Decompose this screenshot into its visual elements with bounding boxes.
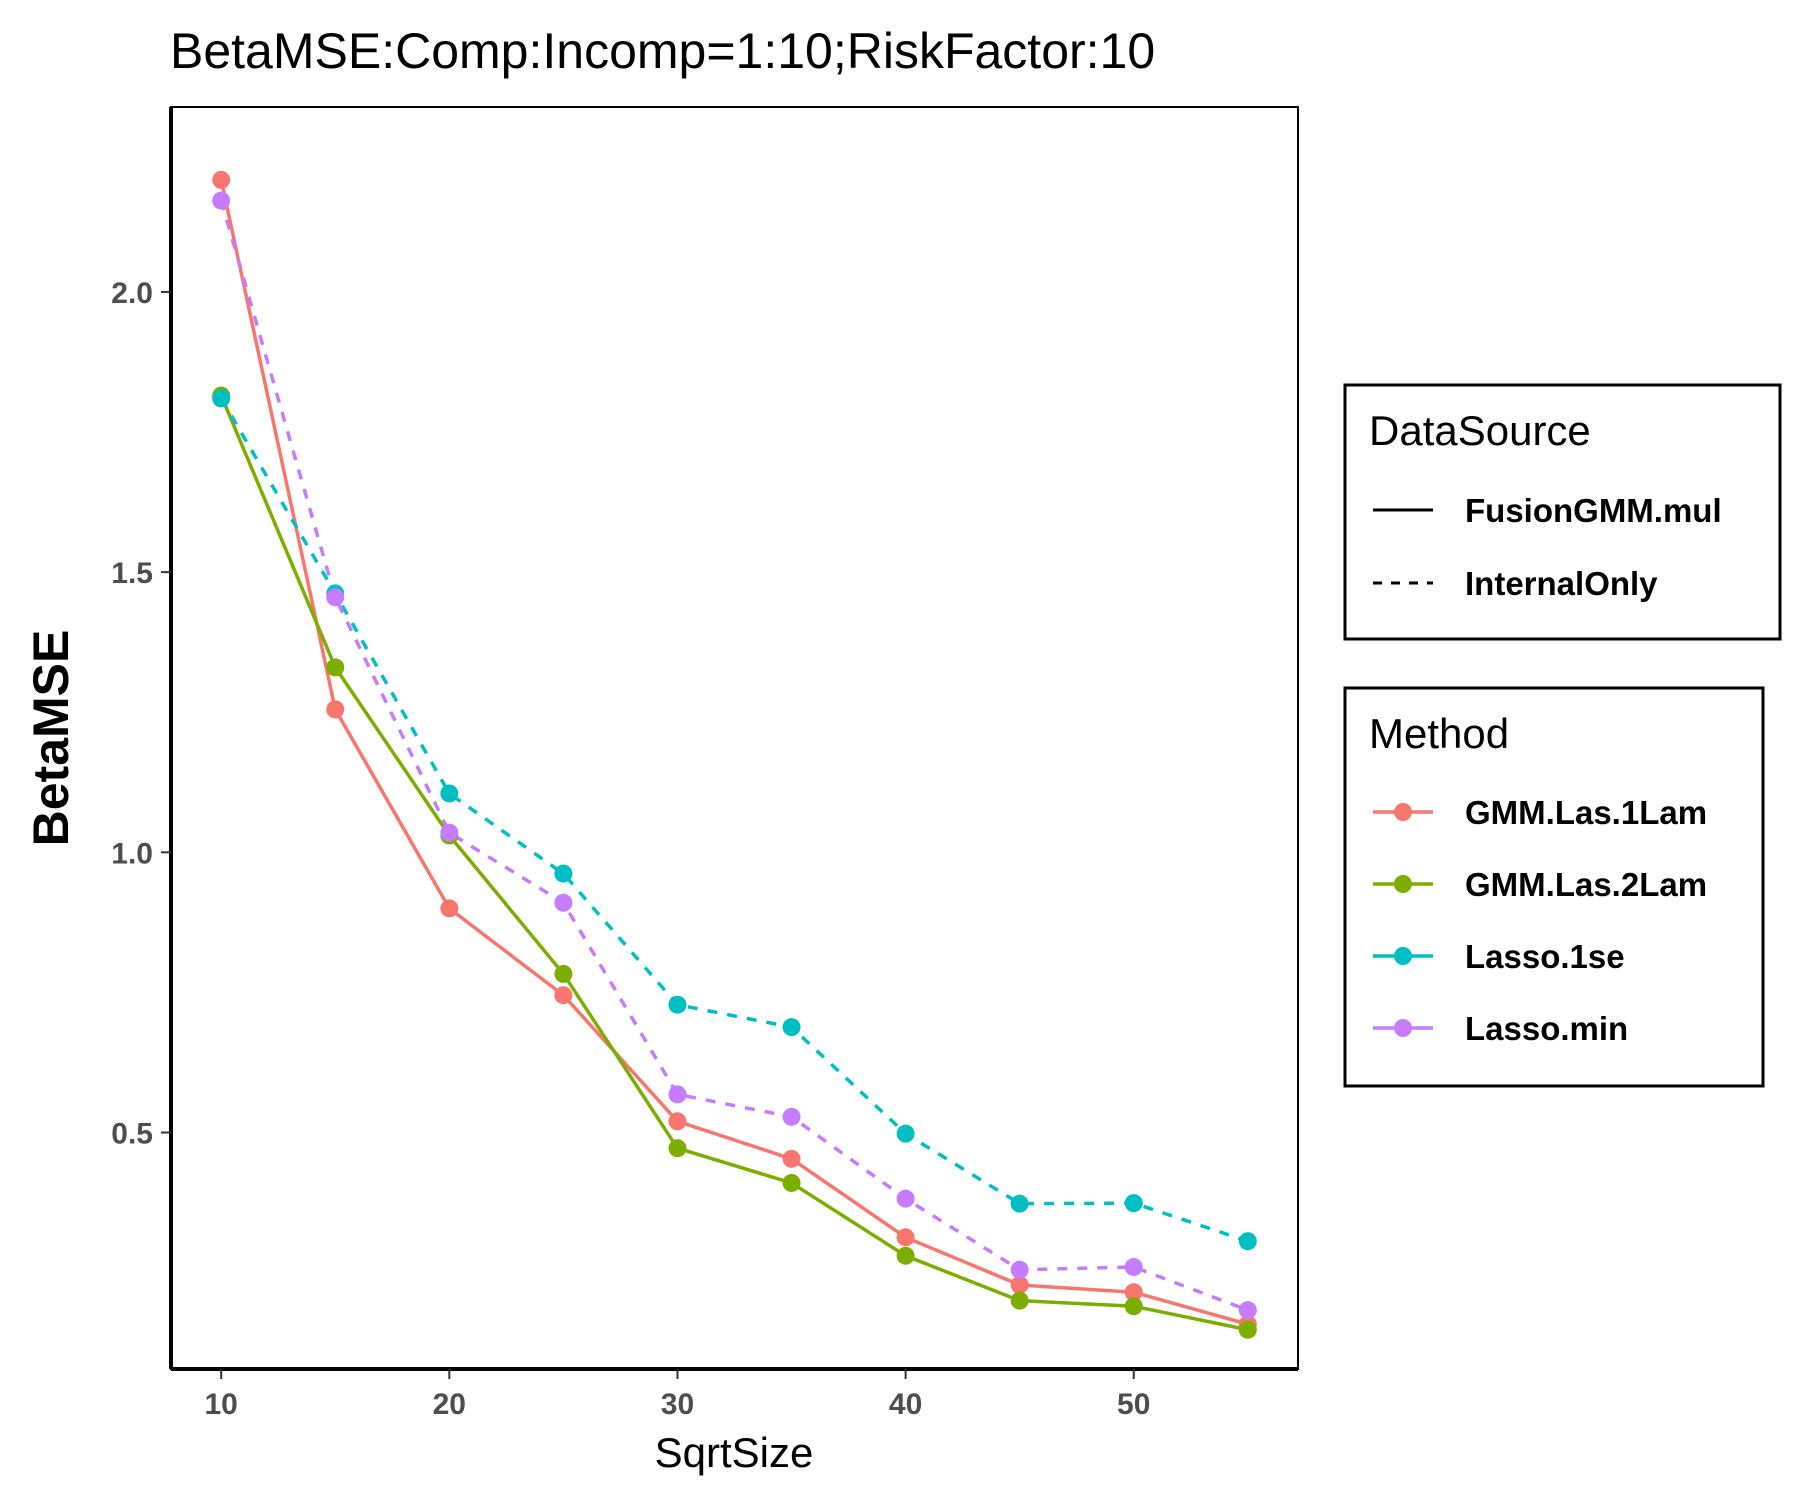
- legend-method-label-lasso-1se: Lasso.1se: [1465, 938, 1625, 975]
- data-point-lasso-1se: [554, 864, 573, 883]
- y-tick-label: 2.0: [111, 277, 153, 310]
- data-point-gmm-las-2lam: [896, 1246, 915, 1265]
- x-tick-label: 20: [433, 1388, 466, 1421]
- series-lines: [219, 179, 1249, 1332]
- series-line-gmm-las-1lam: [219, 179, 1249, 1326]
- x-axis-title: SqrtSize: [655, 1429, 814, 1476]
- plot-panel: 10 20 30 40 50 0.5 1.0 1.5 2.0: [111, 106, 1299, 1421]
- series-line-lasso-1se: [219, 397, 1249, 1243]
- legend-method-box: [1343, 686, 1765, 1088]
- legend-key-point-lasso-min: [1394, 1019, 1412, 1037]
- data-point-lasso-min: [782, 1107, 801, 1126]
- data-point-gmm-las-2lam: [782, 1173, 801, 1192]
- data-point-gmm-las-1lam: [782, 1149, 801, 1168]
- data-point-gmm-las-2lam: [1010, 1291, 1029, 1310]
- data-point-lasso-min: [896, 1189, 915, 1208]
- y-axis-title: BetaMSE: [23, 630, 79, 847]
- legend-method-label-lasso-min: Lasso.min: [1465, 1010, 1628, 1047]
- legend-method-title: Method: [1369, 710, 1509, 757]
- data-point-lasso-min: [1010, 1260, 1029, 1279]
- legend-datasource-box: [1343, 383, 1782, 641]
- data-point-lasso-min: [1238, 1301, 1257, 1320]
- legend-datasource: DataSource FusionGMM.mul InternalOnly: [1343, 383, 1782, 641]
- y-tick-label: 1.0: [111, 837, 153, 870]
- series-line-lasso-min: [219, 200, 1249, 1312]
- data-point-lasso-1se: [782, 1018, 801, 1037]
- legend-method-label-gmm-las-2lam: GMM.Las.2Lam: [1465, 866, 1707, 903]
- data-point-lasso-1se: [1238, 1232, 1257, 1251]
- data-point-lasso-1se: [1124, 1194, 1143, 1213]
- data-point-lasso-min: [1124, 1258, 1143, 1277]
- data-point-lasso-1se: [896, 1124, 915, 1143]
- data-point-lasso-min: [440, 823, 459, 842]
- y-tick-label: 1.5: [111, 557, 153, 590]
- x-tick-label: 50: [1117, 1388, 1150, 1421]
- data-point-lasso-1se: [668, 995, 687, 1014]
- legend-key-point-gmm-las-2lam: [1394, 875, 1412, 893]
- legend-method-entries: GMM.Las.1Lam GMM.Las.2Lam Lasso.1se Lasso.m…: [1373, 794, 1707, 1047]
- series-line-gmm-las-2lam: [219, 394, 1249, 1332]
- data-point-gmm-las-2lam: [1238, 1320, 1257, 1339]
- legend-method-label-gmm-las-1lam: GMM.Las.1Lam: [1465, 794, 1707, 831]
- x-tick-label: 40: [889, 1388, 922, 1421]
- data-point-gmm-las-2lam: [668, 1139, 687, 1158]
- y-tick-label: 0.5: [111, 1118, 153, 1151]
- legend-datasource-label-1: InternalOnly: [1465, 565, 1658, 602]
- data-point-gmm-las-2lam: [554, 964, 573, 983]
- legend-datasource-title: DataSource: [1369, 407, 1591, 454]
- legend-key-point-lasso-1se: [1394, 947, 1412, 965]
- data-point-lasso-1se: [1010, 1194, 1029, 1213]
- data-point-lasso-min: [212, 191, 231, 210]
- plot-border: [170, 106, 1299, 1370]
- data-point-gmm-las-1lam: [1124, 1283, 1143, 1302]
- data-point-gmm-las-1lam: [212, 170, 231, 189]
- chart-title: BetaMSE:Comp:Incomp=1:10;RiskFactor:10: [170, 23, 1155, 79]
- data-point-lasso-min: [668, 1085, 687, 1104]
- y-axis-ticks: 0.5 1.0 1.5 2.0: [111, 277, 171, 1151]
- data-point-gmm-las-1lam: [896, 1228, 915, 1247]
- series-points: [212, 170, 1257, 1339]
- x-tick-label: 30: [661, 1388, 694, 1421]
- data-point-gmm-las-1lam: [1010, 1275, 1029, 1294]
- data-point-gmm-las-1lam: [440, 899, 459, 918]
- data-point-gmm-las-1lam: [326, 700, 345, 719]
- data-point-lasso-1se: [212, 389, 231, 408]
- data-point-lasso-min: [554, 893, 573, 912]
- data-point-gmm-las-1lam: [668, 1112, 687, 1131]
- x-axis-ticks: 10 20 30 40 50: [205, 1369, 1150, 1421]
- data-point-gmm-las-2lam: [326, 658, 345, 677]
- legend-datasource-label-0: FusionGMM.mul: [1465, 492, 1722, 529]
- legend-method: Method GMM.Las.1Lam GMM.Las.2Lam Lasso.1se…: [1343, 686, 1765, 1088]
- data-point-lasso-min: [326, 588, 345, 607]
- x-tick-label: 10: [205, 1388, 238, 1421]
- data-point-lasso-1se: [440, 784, 459, 803]
- data-point-gmm-las-1lam: [554, 986, 573, 1005]
- legend-key-point-gmm-las-1lam: [1394, 803, 1412, 821]
- data-point-gmm-las-2lam: [1124, 1297, 1143, 1316]
